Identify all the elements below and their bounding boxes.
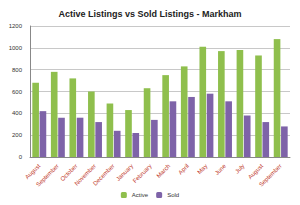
svg-text:March: March [155,163,171,179]
svg-text:Active: Active [132,192,149,198]
svg-text:August: August [247,163,265,181]
svg-text:400: 400 [12,110,23,116]
svg-text:June: June [214,162,228,176]
svg-text:0: 0 [19,154,23,160]
svg-text:July: July [234,163,246,175]
svg-text:January: January [115,162,135,183]
svg-text:800: 800 [12,67,23,73]
svg-text:February: February [132,163,153,184]
svg-text:December: December [92,163,116,187]
svg-text:September: September [35,163,60,188]
svg-text:August: August [24,163,42,181]
svg-text:November: November [73,162,98,187]
svg-text:1000: 1000 [9,45,23,51]
svg-text:May: May [196,163,208,175]
svg-text:Active Listings vs Sold Listin: Active Listings vs Sold Listings - Markh… [58,9,241,19]
svg-text:October: October [59,162,79,183]
svg-text:1200: 1200 [9,23,23,29]
svg-text:600: 600 [12,89,23,95]
svg-text:September: September [258,163,283,188]
svg-text:Sold: Sold [167,192,179,198]
svg-text:200: 200 [12,132,23,138]
svg-text:April: April [177,163,190,176]
